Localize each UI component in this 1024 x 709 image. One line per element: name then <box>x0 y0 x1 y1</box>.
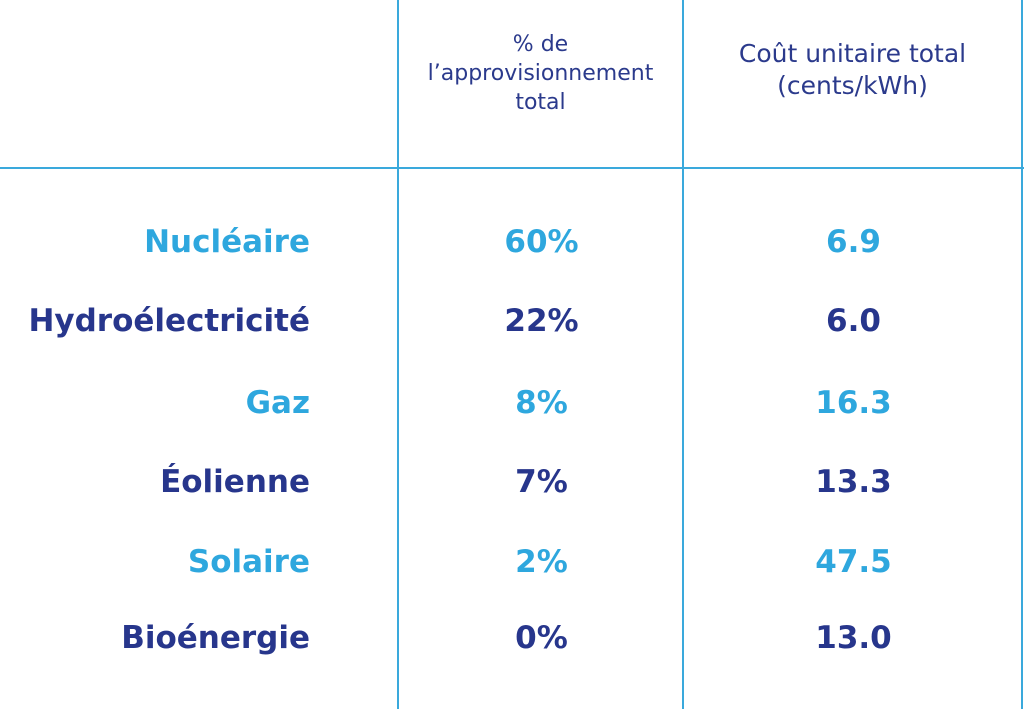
header-line: % de <box>512 32 569 57</box>
unit-cost: 13.0 <box>815 620 892 656</box>
header-line: total <box>515 90 566 115</box>
unit-cost: 6.0 <box>826 303 881 339</box>
header-line: Coût unitaire total <box>738 39 967 68</box>
row-label: Gaz <box>245 385 310 421</box>
supply-share: 8% <box>515 385 568 421</box>
supply-share: 7% <box>515 464 568 500</box>
row-label: Nucléaire <box>144 224 310 260</box>
supply-share: 0% <box>515 620 568 656</box>
column-header: Coût unitaire total (cents/kWh) <box>684 38 1021 102</box>
row-label: Éolienne <box>160 464 310 500</box>
unit-cost: 47.5 <box>815 544 892 580</box>
column-header: % de l’approvisionnement total <box>399 30 682 117</box>
supply-share: 2% <box>515 544 568 580</box>
supply-share: 22% <box>504 303 579 339</box>
column-divider <box>1021 0 1023 709</box>
supply-share: 60% <box>504 224 579 260</box>
header-line: l’approvisionnement <box>427 61 654 86</box>
unit-cost: 13.3 <box>815 464 892 500</box>
column-divider <box>682 0 684 709</box>
header-line: (cents/kWh) <box>777 71 928 100</box>
unit-cost: 16.3 <box>815 385 892 421</box>
column-divider <box>397 0 399 709</box>
header-divider <box>0 167 1024 169</box>
row-label: Hydroélectricité <box>28 303 310 339</box>
unit-cost: 6.9 <box>826 224 881 260</box>
row-label: Bioénergie <box>121 620 310 656</box>
row-label: Solaire <box>187 544 310 580</box>
